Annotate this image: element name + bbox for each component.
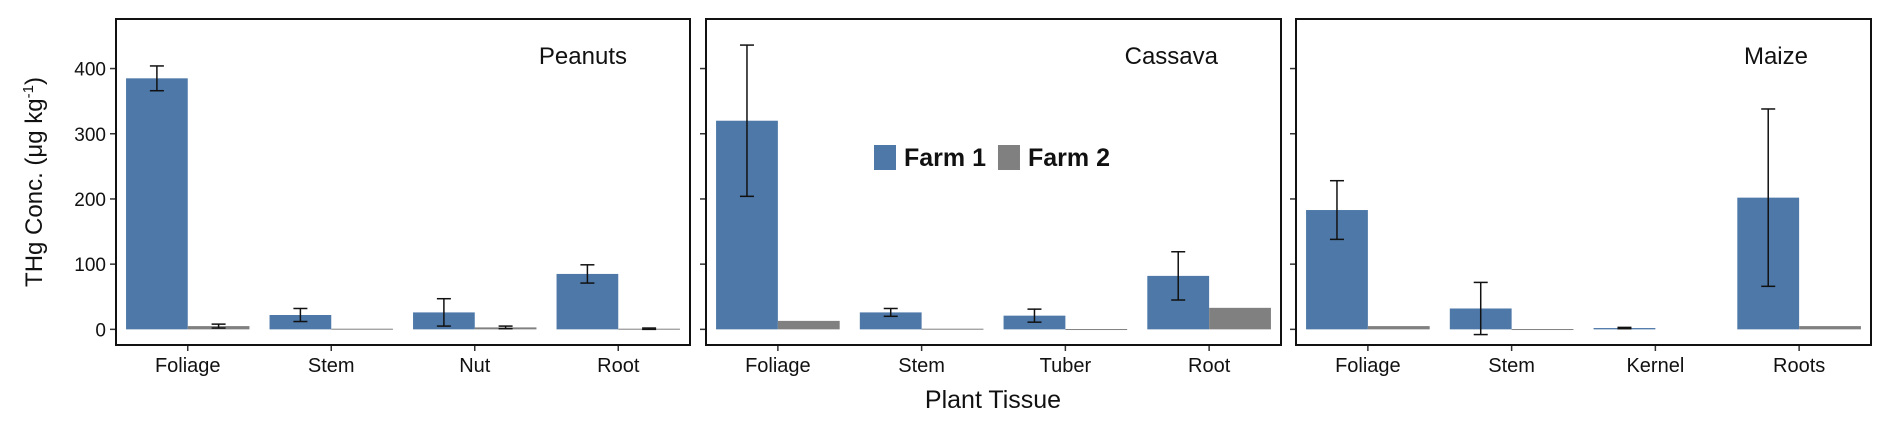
bar [1367,326,1430,330]
x-tick-label: Root [597,355,640,377]
bar [126,78,188,330]
legend-swatch [997,145,1020,170]
y-tick-label: 0 [95,320,106,341]
error-bar [436,297,451,327]
x-tick-label: Stem [898,355,945,377]
y-axis-label: THg Conc. (μg kg-1) [20,77,48,287]
x-tick-label: Tuber [1040,355,1092,377]
legend-label: Farm 1 [904,144,986,172]
error-bar [1617,326,1632,330]
x-tick-label: Roots [1773,355,1825,377]
y-tick-label: 300 [74,125,106,146]
bar [1065,329,1128,331]
error-bar [498,325,513,330]
y-tick-label: 400 [74,60,106,81]
error-bar [883,307,898,318]
x-tick-label: Kernel [1626,355,1684,377]
error-bar [1171,251,1186,301]
panel-title: Peanuts [539,43,627,70]
x-tick-label: Foliage [745,355,811,377]
y-label-end: ) [21,77,48,85]
x-tick-label: Foliage [1335,355,1401,377]
error-bar [149,65,164,92]
bar [1799,326,1861,330]
panel-frame [115,18,691,346]
panel-title: Maize [1744,43,1808,70]
y-label-sup: -1 [20,85,37,98]
error-bar [1761,108,1776,288]
bar [921,328,984,330]
y-tick-label: 200 [74,190,106,211]
x-tick-label: Root [1188,355,1231,377]
x-tick-label: Foliage [155,355,221,377]
error-bar [580,264,595,284]
panel-frame [1295,18,1872,346]
error-bar [293,307,308,323]
x-tick-label: Stem [308,355,355,377]
error-bar [211,323,226,329]
error-bar [1027,308,1042,323]
x-tick-label: Nut [459,355,491,377]
bar [777,320,840,330]
error-bar [739,44,754,198]
panel-title: Cassava [1125,43,1219,70]
bar [331,328,393,330]
error-bar [1473,281,1488,336]
bar [1511,329,1574,331]
legend-swatch [874,145,896,170]
y-tick-label: 100 [74,255,106,276]
panel-frame [705,18,1282,346]
bar [859,312,922,330]
legend-label: Farm 2 [1028,144,1110,172]
y-label-text: THg Conc. (μg kg [21,98,48,287]
error-bar [1329,179,1344,241]
x-tick-label: Stem [1488,355,1535,377]
bar [1209,307,1271,330]
x-axis-label: Plant Tissue [925,386,1061,414]
error-bar [642,327,657,331]
